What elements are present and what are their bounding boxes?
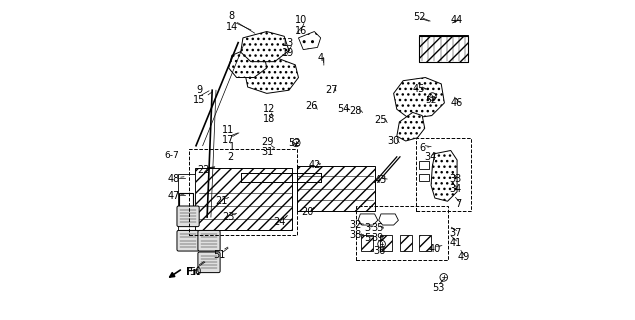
Bar <box>419 235 431 251</box>
Text: 37: 37 <box>450 228 462 238</box>
Polygon shape <box>244 55 298 93</box>
FancyBboxPatch shape <box>177 206 199 227</box>
Text: 29: 29 <box>261 137 274 147</box>
Text: 20: 20 <box>301 207 314 217</box>
Polygon shape <box>196 168 292 230</box>
Text: 13: 13 <box>282 38 295 48</box>
Bar <box>189 149 297 235</box>
Polygon shape <box>394 77 444 119</box>
Polygon shape <box>431 150 457 201</box>
Text: 38: 38 <box>349 230 362 240</box>
Text: 50: 50 <box>189 267 201 277</box>
Text: 10: 10 <box>295 15 307 25</box>
FancyBboxPatch shape <box>198 252 220 273</box>
Polygon shape <box>358 214 378 225</box>
Text: 42: 42 <box>308 160 321 170</box>
Text: 11: 11 <box>222 125 234 135</box>
Text: 53: 53 <box>432 284 444 293</box>
Text: 18: 18 <box>263 114 276 124</box>
Text: 35: 35 <box>371 223 384 233</box>
Text: 47: 47 <box>168 190 180 201</box>
Text: 41: 41 <box>450 238 462 248</box>
Text: 23: 23 <box>222 212 234 222</box>
Polygon shape <box>229 47 267 77</box>
Text: 31: 31 <box>261 147 274 157</box>
Bar <box>419 174 429 181</box>
Polygon shape <box>178 174 196 230</box>
Text: 6-7: 6-7 <box>165 151 180 160</box>
Polygon shape <box>397 112 425 141</box>
Text: 52: 52 <box>425 96 437 105</box>
Text: 34: 34 <box>424 152 436 162</box>
Text: 5: 5 <box>364 233 371 243</box>
Text: 22: 22 <box>197 164 210 174</box>
Bar <box>380 235 392 251</box>
FancyBboxPatch shape <box>177 230 199 251</box>
Text: 17: 17 <box>222 135 234 145</box>
Bar <box>419 161 429 169</box>
Text: 16: 16 <box>295 26 307 36</box>
Polygon shape <box>419 35 468 62</box>
Text: 27: 27 <box>326 85 338 95</box>
Text: 48: 48 <box>168 174 180 184</box>
Text: 19: 19 <box>282 48 295 58</box>
Bar <box>356 206 448 260</box>
Text: 26: 26 <box>305 101 318 111</box>
Text: 44: 44 <box>451 15 463 25</box>
Text: 15: 15 <box>193 95 206 105</box>
Polygon shape <box>241 32 289 62</box>
Text: 34: 34 <box>450 184 462 194</box>
Text: 46: 46 <box>451 98 463 108</box>
Text: 3: 3 <box>364 223 371 233</box>
Polygon shape <box>297 166 375 211</box>
Bar <box>400 235 412 251</box>
Text: 24: 24 <box>273 217 286 227</box>
Text: 45: 45 <box>413 84 425 94</box>
Bar <box>361 235 373 251</box>
Text: 14: 14 <box>225 22 238 32</box>
Text: 8: 8 <box>229 11 235 21</box>
Text: 4: 4 <box>318 53 324 63</box>
Text: 33: 33 <box>450 174 462 184</box>
Polygon shape <box>298 32 321 50</box>
Text: 40: 40 <box>429 244 441 254</box>
Polygon shape <box>419 36 468 62</box>
Bar <box>416 138 471 211</box>
Text: 28: 28 <box>349 106 362 116</box>
Text: 52: 52 <box>288 138 301 148</box>
Text: 6: 6 <box>419 143 425 153</box>
Text: 39: 39 <box>371 233 384 243</box>
Text: 21: 21 <box>215 196 228 206</box>
Text: 36: 36 <box>373 246 385 256</box>
Text: 43: 43 <box>374 175 387 185</box>
Bar <box>432 164 441 172</box>
Text: 1: 1 <box>229 142 236 152</box>
Text: 51: 51 <box>213 250 226 260</box>
Text: 2: 2 <box>227 152 234 162</box>
Text: 32: 32 <box>349 220 362 230</box>
Text: 54: 54 <box>337 104 350 114</box>
Text: 25: 25 <box>375 115 387 125</box>
Text: 9: 9 <box>196 85 203 95</box>
Text: Fr.: Fr. <box>186 267 200 277</box>
Polygon shape <box>378 214 398 225</box>
Text: 30: 30 <box>387 136 400 146</box>
Text: 52: 52 <box>413 12 425 22</box>
Text: 7: 7 <box>455 199 462 209</box>
Text: 49: 49 <box>457 252 469 262</box>
FancyBboxPatch shape <box>198 230 220 251</box>
Text: 12: 12 <box>263 104 276 114</box>
